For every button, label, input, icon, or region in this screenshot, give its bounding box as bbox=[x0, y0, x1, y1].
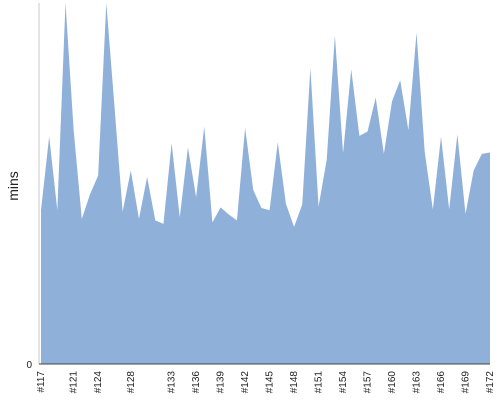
x-tick-label: #117 bbox=[36, 371, 47, 393]
x-tick-label: #136 bbox=[191, 371, 202, 394]
x-tick-label: #139 bbox=[216, 371, 227, 394]
series-area bbox=[41, 3, 490, 364]
x-tick-label: #157 bbox=[363, 371, 374, 394]
y-tick-label: 0 bbox=[26, 360, 32, 371]
x-tick-label: #163 bbox=[412, 371, 423, 394]
y-axis-title: mins bbox=[5, 171, 21, 201]
area-layer bbox=[41, 3, 490, 364]
x-tick-label: #145 bbox=[265, 371, 276, 394]
x-tick-label: #160 bbox=[387, 371, 398, 394]
x-tick-label: #128 bbox=[126, 371, 137, 394]
axes-layer bbox=[38, 3, 490, 365]
x-tick-label: #151 bbox=[314, 371, 325, 394]
x-tick-label: #124 bbox=[93, 371, 104, 394]
y-tick-labels: 0 bbox=[26, 360, 32, 371]
x-tick-labels: #117 #121 #124 #128 #133 #136 #139 #142 #145 #148… bbox=[36, 371, 496, 394]
x-tick-label: #166 bbox=[436, 371, 447, 394]
x-tick-label: #172 bbox=[485, 371, 496, 394]
x-tick-label: #169 bbox=[461, 371, 472, 394]
x-tick-label: #142 bbox=[240, 371, 251, 394]
x-tick-label: #133 bbox=[167, 371, 178, 394]
x-tick-label: #148 bbox=[289, 371, 300, 394]
x-tick-label: #154 bbox=[338, 371, 349, 394]
x-tick-label: #121 bbox=[69, 371, 80, 394]
